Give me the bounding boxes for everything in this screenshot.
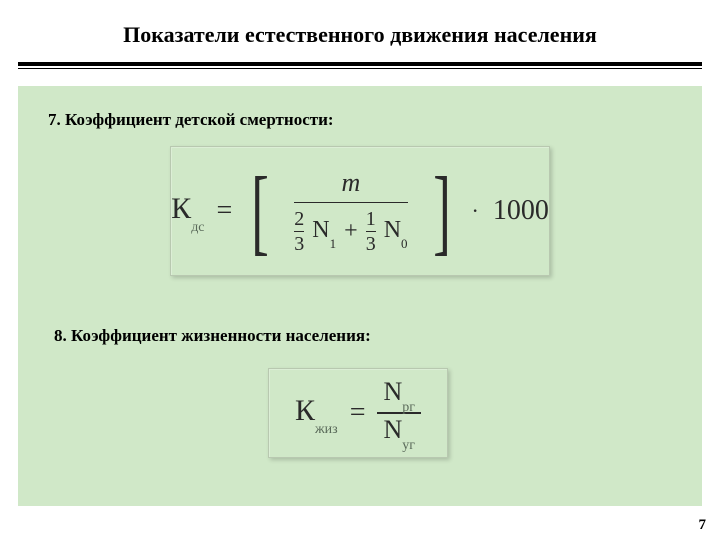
equals-7: = [215,195,235,227]
formula-8: Кжиз = Nрг Nуг [295,376,421,451]
page-number: 7 [699,517,707,534]
term1-N-sub: 1 [330,236,337,251]
multiply-dot: · [468,198,483,224]
slide: Показатели естественного движения населе… [0,0,720,540]
big-frac-denominator: 2 3 N1 + 1 3 [294,203,407,254]
frac-8: Nрг Nуг [377,376,421,451]
term1-N-var: N [312,217,329,243]
sf2-den: 3 [366,232,376,254]
title-rule-thin [18,68,702,69]
symbol-K-7-base: К [171,192,191,225]
sf1-den: 3 [294,232,304,254]
sf1-num: 2 [294,209,304,231]
frac8-den-sub: уг [402,438,415,453]
frac8-den-var: N [383,415,402,444]
symbol-K-7: Кдс [171,192,204,230]
content-panel: 7. Коэффициент детской смертности: Кдс =… [18,86,702,506]
bracket-group: [ m 2 3 N1 + [244,168,457,255]
small-frac-2: 1 3 [366,209,376,254]
term2-N-var: N [384,217,401,243]
section7-label: 7. Коэффициент детской смертности: [48,110,334,130]
frac8-num: Nрг [377,376,421,413]
bracket-close-icon: ] [433,173,451,250]
big-frac-numerator: m [342,168,361,202]
page-title: Показатели естественного движения населе… [0,22,720,48]
term2-N: N0 [384,217,408,247]
term2-N-sub: 0 [401,236,408,251]
title-rule-thick [18,62,702,66]
thousand-const: 1000 [493,195,549,227]
frac8-num-var: N [383,377,402,406]
formula-box-8: Кжиз = Nрг Nуг [268,368,448,458]
plus-sign: + [344,218,358,245]
small-frac-1: 2 3 [294,209,304,254]
section8-label: 8. Коэффициент жизненности населения: [54,326,371,346]
big-fraction: m 2 3 N1 + [276,168,425,255]
symbol-K-8: Кжиз [295,394,338,432]
symbol-K-7-sub: дс [191,220,204,235]
symbol-K-8-sub: жиз [315,422,338,437]
frac8-num-sub: рг [402,400,415,415]
sf2-num: 1 [366,209,376,231]
bracket-open-icon: [ [252,173,270,250]
term1-N: N1 [312,217,336,247]
equals-8: = [348,397,368,429]
symbol-K-8-base: К [295,394,315,427]
frac8-den: Nуг [377,414,421,451]
formula-7: Кдс = [ m 2 3 [171,168,549,255]
formula-box-7: Кдс = [ m 2 3 [170,146,550,276]
